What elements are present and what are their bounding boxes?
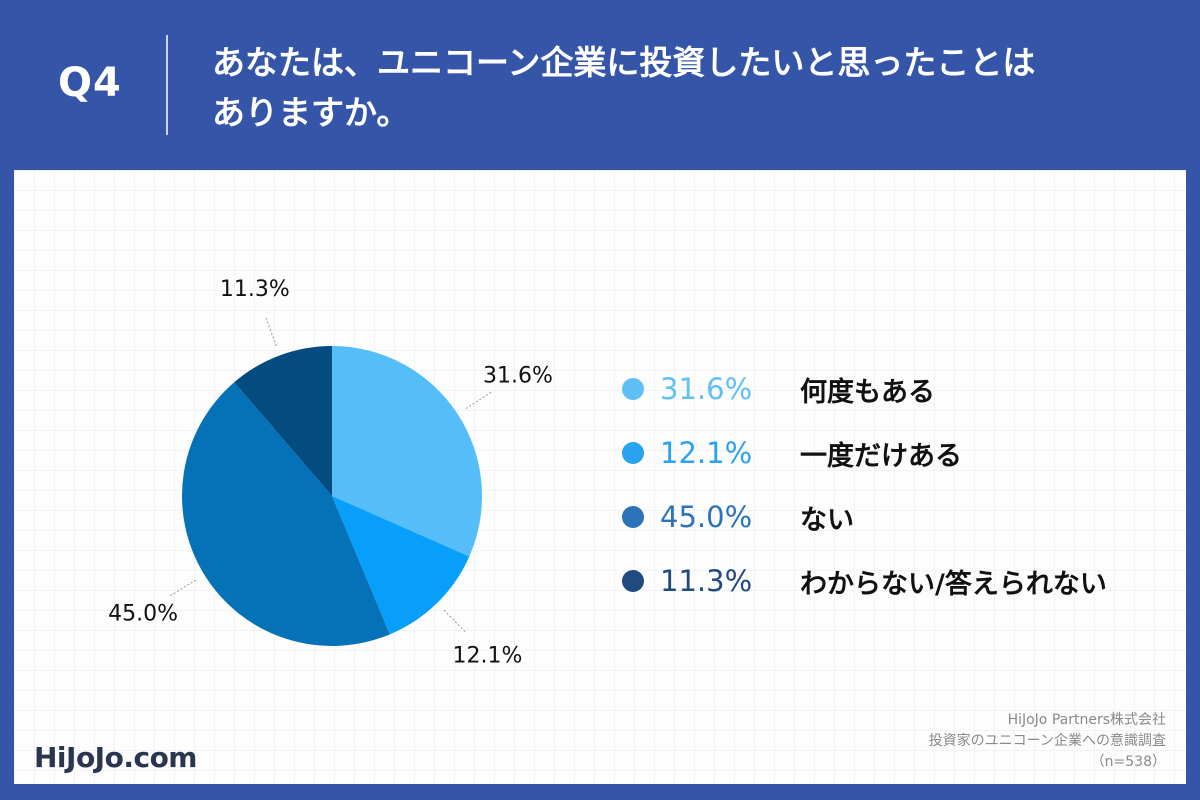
legend-marker [622, 378, 644, 400]
legend-label: 何度もある [800, 376, 935, 408]
legend-marker [622, 506, 644, 528]
legend-item-never: 45.0% ない [622, 485, 1107, 549]
legend-label: 一度だけある [800, 440, 962, 472]
pie-slice-often [332, 346, 483, 557]
legend-percent: 12.1% [660, 436, 753, 470]
brand-logo: HiJoJo.com [34, 741, 198, 774]
legend-percent: 31.6% [660, 372, 753, 406]
question-number: Q4 [58, 60, 122, 106]
question-line-1: あなたは、ユニコーン企業に投資したいと思ったことは [212, 43, 1036, 82]
header-divider [166, 35, 168, 135]
legend-marker [622, 442, 644, 464]
question-line-2: ありますか。 [212, 93, 410, 132]
legend-percent: 45.0% [660, 500, 753, 534]
sample-size: （n=538） [1090, 754, 1166, 770]
leader-line-never [168, 579, 197, 598]
leader-line-once [443, 609, 467, 634]
source-note: HiJoJo Partners株式会社 投資家のユニコーン企業への意識調査 （n… [929, 710, 1166, 773]
pie-slice-never [181, 382, 390, 647]
legend: 31.6% 何度もある 12.1% 一度だけある 45.0% ない 11.3% わからない/答… [622, 357, 1107, 613]
legend-label: わからない/答えられない [800, 568, 1107, 600]
legend-item-often: 31.6% 何度もある [622, 357, 1107, 421]
data-label-never: 45.0% [108, 602, 178, 627]
pie-slice-unknown [234, 346, 332, 496]
legend-item-once: 12.1% 一度だけある [622, 421, 1107, 485]
data-label-once: 12.1% [453, 643, 523, 668]
header: Q4 あなたは、ユニコーン企業に投資したいと思ったことは ありますか。 [0, 0, 1200, 170]
legend-item-unknown: 11.3% わからない/答えられない [622, 549, 1107, 613]
source-company: HiJoJo Partners株式会社 [1007, 712, 1166, 728]
source-survey: 投資家のユニコーン企業への意識調査 [928, 733, 1166, 749]
data-label-often: 31.6% [483, 364, 553, 389]
legend-marker [622, 570, 644, 592]
legend-label: ない [800, 504, 854, 536]
leader-line-often [465, 390, 494, 409]
leader-line-unknown [264, 315, 277, 347]
question-text: あなたは、ユニコーン企業に投資したいと思ったことは ありますか。 [212, 38, 1142, 138]
data-label-unknown: 11.3% [220, 277, 290, 302]
legend-percent: 11.3% [660, 564, 753, 598]
pie-slice-once [332, 496, 470, 635]
